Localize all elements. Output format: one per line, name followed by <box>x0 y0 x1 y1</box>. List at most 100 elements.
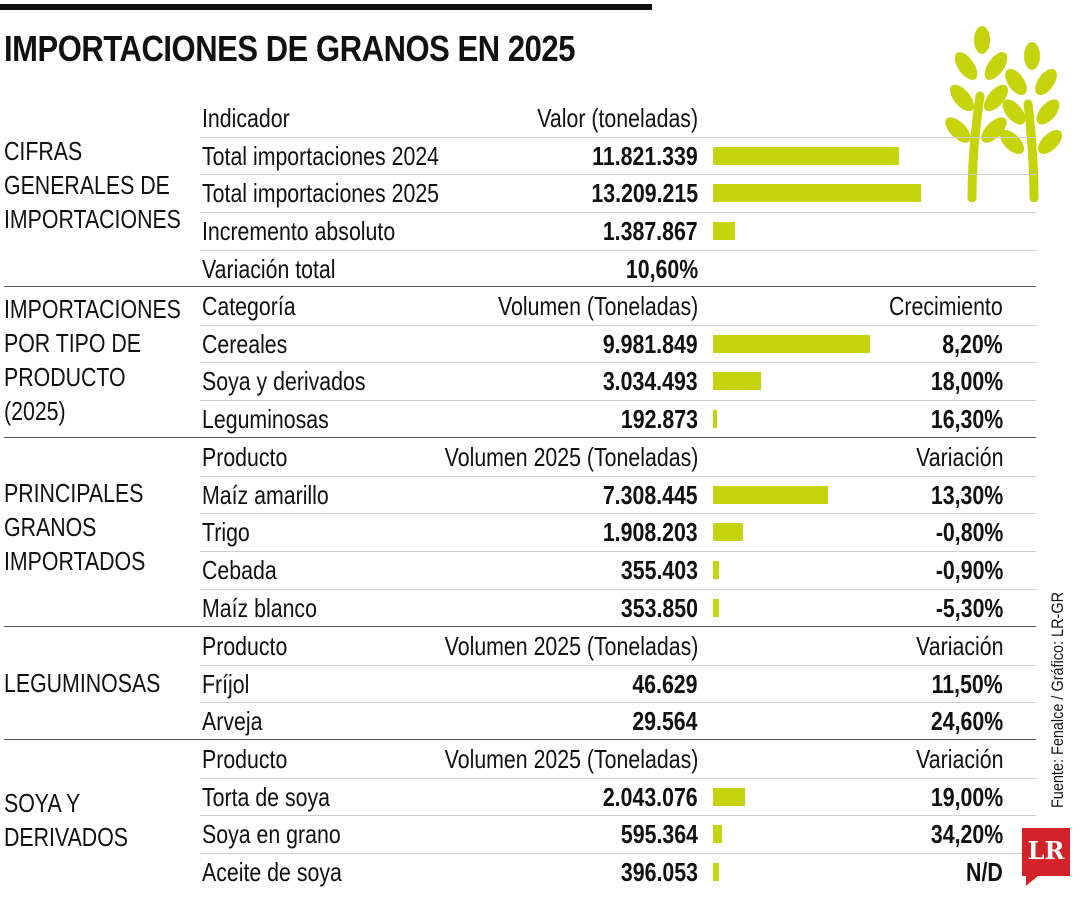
row-label: Variación total <box>202 253 336 284</box>
row-label: Total importaciones 2025 <box>202 178 440 209</box>
row-value: 11.821.339 <box>592 140 698 171</box>
row-change: 19,00% <box>930 781 1003 812</box>
column-header-name: Producto <box>202 744 288 774</box>
row-change: 16,30% <box>930 404 1003 435</box>
row-label: Torta de soya <box>202 781 330 812</box>
row-label: Incremento absoluto <box>202 216 396 247</box>
chart-title: IMPORTACIONES DE GRANOS EN 2025 <box>4 28 576 69</box>
row-change: -5,30% <box>935 592 1003 623</box>
section-divider <box>4 626 1036 627</box>
row-divider <box>200 324 1036 326</box>
value-bar <box>713 334 871 353</box>
row-label: Soya en grano <box>202 819 341 850</box>
row-divider <box>200 475 1036 477</box>
row-label: Soya y derivados <box>202 366 366 397</box>
column-header-change: Crecimiento <box>889 291 1003 321</box>
value-bar <box>713 485 829 504</box>
section-label: SOYA Y DERIVADOS <box>4 788 128 852</box>
section-label: PRINCIPALES GRANOS IMPORTADOS <box>4 478 146 576</box>
column-header-value: Volumen 2025 (Toneladas) <box>444 631 698 661</box>
row-label: Fríjol <box>202 668 250 699</box>
value-bar <box>713 863 720 882</box>
top-rule <box>0 4 652 10</box>
row-value: 29.564 <box>632 706 698 737</box>
row-divider <box>200 136 1036 138</box>
row-divider <box>200 174 1036 176</box>
source-note: Fuente: Fenalce / Gráfico: LR-GR <box>1046 590 1070 810</box>
row-label: Cebada <box>202 555 277 586</box>
row-value: 10,60% <box>625 253 698 284</box>
column-header-name: Producto <box>202 442 288 472</box>
column-header-change: Variación <box>915 631 1003 661</box>
value-bar <box>713 561 719 580</box>
row-change: 13,30% <box>930 479 1003 510</box>
row-change: 8,20% <box>942 328 1003 359</box>
row-divider <box>200 702 1036 704</box>
value-bar <box>713 523 744 542</box>
column-header-value: Valor (toneladas) <box>537 103 698 133</box>
column-header-change: Variación <box>915 442 1003 472</box>
column-header-name: Indicador <box>202 103 290 133</box>
row-value: 1.387.867 <box>603 216 698 247</box>
value-bar <box>713 146 900 165</box>
row-change: 11,50% <box>931 668 1003 699</box>
row-value: 7.308.445 <box>603 479 698 510</box>
row-value: 2.043.076 <box>603 781 698 812</box>
source-text: Fuente: Fenalce / Gráfico: LR-GR <box>1048 591 1067 809</box>
row-label: Maíz blanco <box>202 592 317 623</box>
row-divider <box>200 664 1036 666</box>
row-change: 34,20% <box>930 819 1003 850</box>
section-divider <box>4 286 1036 287</box>
row-divider <box>200 400 1036 402</box>
lr-logo-text: LR <box>1027 836 1065 865</box>
column-header-value: Volumen 2025 (Toneladas) <box>444 744 698 774</box>
section-divider <box>4 437 1036 438</box>
value-bar <box>713 825 723 844</box>
section-label: IMPORTACIONES POR TIPO DE PRODUCTO (2025… <box>4 294 181 426</box>
row-value: 1.908.203 <box>603 517 698 548</box>
section-label: LEGUMINOSAS <box>4 668 161 698</box>
row-change: -0,80% <box>935 517 1003 548</box>
row-label: Arveja <box>202 706 263 737</box>
row-divider <box>200 853 1036 855</box>
row-value: 3.034.493 <box>603 366 698 397</box>
row-label: Maíz amarillo <box>202 479 329 510</box>
value-bar <box>713 372 761 391</box>
row-change: -0,90% <box>935 555 1003 586</box>
row-divider <box>200 815 1036 817</box>
value-bar <box>713 598 719 617</box>
row-divider <box>200 212 1036 214</box>
lr-logo: LR <box>1022 828 1070 886</box>
column-header-value: Volumen (Toneladas) <box>497 291 698 321</box>
wheat-icon <box>945 26 1063 202</box>
row-divider <box>200 588 1036 590</box>
row-divider <box>200 777 1036 779</box>
value-bar <box>713 184 921 203</box>
column-header-name: Categoría <box>202 291 296 321</box>
row-value: 355.403 <box>620 555 698 586</box>
row-value: 595.364 <box>620 819 698 850</box>
row-divider <box>200 513 1036 515</box>
value-bar <box>713 787 746 806</box>
row-label: Cereales <box>202 328 288 359</box>
row-divider <box>200 551 1036 553</box>
row-label: Trigo <box>202 517 250 548</box>
row-label: Aceite de soya <box>202 857 342 888</box>
row-change: 24,60% <box>930 706 1003 737</box>
column-header-change: Variación <box>915 744 1003 774</box>
row-divider <box>200 249 1036 251</box>
row-value: 192.873 <box>620 404 698 435</box>
section-divider <box>4 739 1036 740</box>
value-bar <box>713 410 717 429</box>
row-value: 46.629 <box>632 668 698 699</box>
row-change: N/D <box>966 857 1003 888</box>
row-value: 9.981.849 <box>603 328 698 359</box>
section-label: CIFRAS GENERALES DE IMPORTACIONES <box>4 136 181 234</box>
column-header-name: Producto <box>202 631 288 661</box>
row-value: 353.850 <box>620 592 698 623</box>
row-value: 396.053 <box>620 857 698 888</box>
row-label: Leguminosas <box>202 404 329 435</box>
column-header-value: Volumen 2025 (Toneladas) <box>444 442 698 472</box>
row-value: 13.209.215 <box>591 178 698 209</box>
row-label: Total importaciones 2024 <box>202 140 440 171</box>
